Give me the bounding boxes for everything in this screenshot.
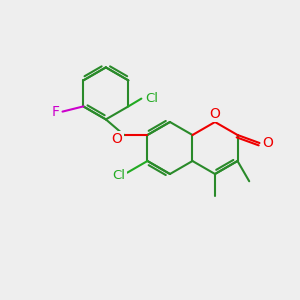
Text: Cl: Cl: [145, 92, 158, 105]
Text: O: O: [112, 132, 122, 146]
Text: O: O: [262, 136, 273, 150]
Text: F: F: [52, 105, 59, 118]
Text: O: O: [210, 107, 220, 121]
Text: Cl: Cl: [113, 169, 126, 182]
